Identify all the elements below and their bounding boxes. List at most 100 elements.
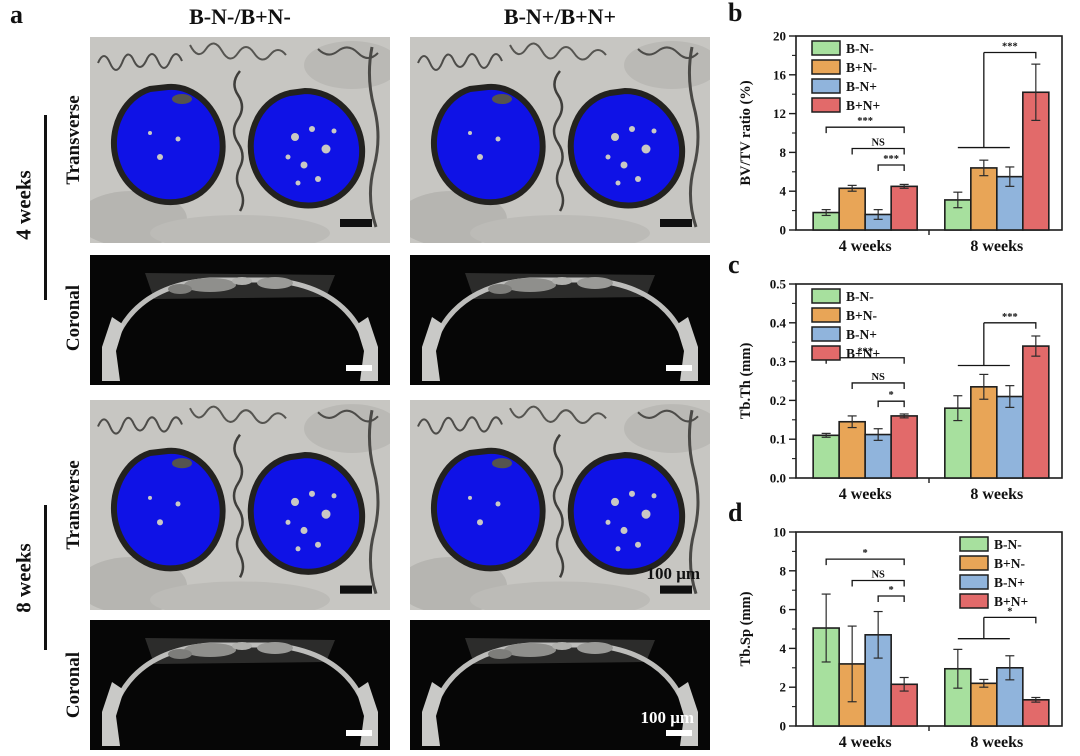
- panel-b-label: b: [728, 0, 743, 27]
- bar-B+N-: [970, 682, 998, 727]
- y-tick-label: 8: [780, 563, 787, 578]
- chart-bvtv-ratio: 0 4 8 12 16 20 BV/TV ratio (%) 4 weeks 8 weeks **…: [722, 24, 1078, 260]
- legend-swatch-B-N+: [811, 326, 841, 342]
- y-tick-label: 0.0: [770, 471, 786, 486]
- legend-swatch-B+N-: [811, 59, 841, 75]
- scale-bar-label-coronal: 100 μm: [640, 708, 694, 727]
- legend-swatch-B-N-: [959, 536, 989, 552]
- sig-label: NS: [871, 570, 885, 581]
- x-category-label: 4 weeks: [839, 238, 892, 255]
- bar-B+N-: [838, 187, 866, 231]
- bar-B+N+: [890, 683, 918, 727]
- y-tick-label: 0: [780, 223, 787, 238]
- legend-label-B-N+: B-N+: [846, 79, 877, 94]
- y-tick-label: 10: [773, 525, 786, 540]
- bar-B+N-: [838, 420, 866, 479]
- legend-swatch-B-N-: [811, 40, 841, 56]
- legend-label-B+N-: B+N-: [994, 556, 1025, 571]
- chart-bvtv-ratio-svg: 0 4 8 12 16 20 BV/TV ratio (%) 4 weeks 8 weeks **…: [738, 29, 1063, 255]
- sig-bracket: [825, 558, 905, 566]
- bar-B+N+: [1022, 345, 1050, 479]
- panel-a-label: a: [10, 0, 23, 29]
- legend-swatch-B-N+: [811, 78, 841, 94]
- y-tick-label: 0.3: [770, 354, 787, 369]
- y-tick-label: 4: [780, 641, 787, 656]
- y-axis-title: Tb.Th (mm): [738, 343, 754, 420]
- sig-label: ***: [857, 116, 873, 127]
- y-tick-label: 20: [773, 29, 786, 44]
- chart-tbsp: 0 2 4 6 8 10 Tb.Sp (mm) 4 weeks 8 weeks * NS * * B-N-…: [722, 520, 1078, 756]
- bar-B-N+: [996, 395, 1024, 479]
- bar-B-N+: [864, 634, 892, 727]
- sig-label: *: [863, 548, 868, 559]
- chart-tbth-svg: 0.0 0.1 0.2 0.3 0.4 0.5 Tb.Th (mm) 4 weeks 8 wee…: [738, 277, 1063, 503]
- y-tick-label: 0.2: [770, 393, 786, 408]
- legend-label-B+N+: B+N+: [994, 594, 1028, 609]
- y-tick-label: 0.1: [770, 432, 786, 447]
- column-header-left: B-N-/B+N-: [189, 4, 291, 29]
- microct-transverse-8w-right-image: 100 μm: [410, 400, 710, 610]
- y-tick-label: 16: [773, 67, 787, 82]
- legend-label-B-N-: B-N-: [994, 537, 1022, 552]
- legend-label-B+N-: B+N-: [846, 60, 877, 75]
- sig-top-bracket: [983, 616, 1037, 624]
- sig-bracket: [877, 400, 905, 408]
- legend-label-B-N-: B-N-: [846, 289, 874, 304]
- sig-bracket: [851, 382, 905, 389]
- sig-top-bracket: [983, 322, 1037, 329]
- time-label-4-weeks: 4 weeks: [11, 170, 36, 240]
- sig-bracket: [877, 164, 905, 172]
- sig-label: ***: [883, 154, 899, 165]
- sig-label: *: [1007, 606, 1012, 617]
- y-tick-label: 2: [780, 680, 787, 695]
- sig-bracket: [851, 579, 905, 587]
- legend-swatch-B+N-: [811, 307, 841, 323]
- bar-B+N-: [970, 386, 998, 479]
- legend-swatch-B-N+: [959, 574, 989, 590]
- y-tick-label: 12: [773, 106, 786, 121]
- y-tick-label: 4: [780, 184, 787, 199]
- row-label-coronal-4w: Coronal: [63, 284, 84, 352]
- bar-B+N+: [1022, 699, 1050, 727]
- bar-B+N+: [890, 185, 918, 231]
- y-tick-label: 6: [780, 602, 787, 617]
- x-category-label: 8 weeks: [970, 734, 1023, 751]
- legend-label-B-N+: B-N+: [994, 575, 1025, 590]
- x-category-label: 8 weeks: [970, 238, 1023, 255]
- time-bracket-line-8-weeks: [44, 505, 47, 650]
- sig-label: ***: [857, 347, 873, 358]
- microct-transverse-4w-left-image: [90, 37, 390, 243]
- legend-label-B+N+: B+N+: [846, 346, 880, 361]
- panel-c-label: c: [728, 250, 740, 279]
- sig-label: ***: [1002, 41, 1018, 52]
- sig-label: *: [889, 585, 894, 596]
- chart-tbth: 0.0 0.1 0.2 0.3 0.4 0.5 Tb.Th (mm) 4 weeks 8 wee…: [722, 272, 1078, 508]
- column-header-right: B-N+/B+N+: [503, 4, 617, 29]
- microct-transverse-4w-right-image: [410, 37, 710, 243]
- y-tick-label: 8: [780, 145, 787, 160]
- legend-swatch-B+N+: [959, 593, 989, 609]
- sig-label: ***: [1002, 312, 1018, 323]
- y-axis-title: Tb.Sp (mm): [738, 591, 754, 666]
- panel-d-label: d: [728, 498, 743, 527]
- legend-swatch-B-N-: [811, 288, 841, 304]
- sig-bracket: [825, 126, 905, 134]
- sig-label: *: [889, 390, 894, 401]
- legend-swatch-B+N+: [811, 345, 841, 361]
- row-label-coronal-8w: Coronal: [63, 651, 84, 719]
- row-label-transverse-4w: Transverse: [63, 95, 84, 185]
- y-axis-title: BV/TV ratio (%): [738, 80, 754, 185]
- legend-label-B-N-: B-N-: [846, 41, 874, 56]
- bar-B-N+: [864, 433, 892, 479]
- legend-swatch-B+N-: [959, 555, 989, 571]
- x-category-label: 8 weeks: [970, 486, 1023, 503]
- sig-label: NS: [871, 372, 885, 383]
- sig-bracket: [877, 595, 905, 603]
- sig-label: NS: [871, 138, 885, 149]
- bar-B+N-: [970, 167, 998, 231]
- y-tick-label: 0.5: [770, 277, 787, 292]
- legend-label-B-N+: B-N+: [846, 327, 877, 342]
- microct-coronal-8w-right-image: 100 μm: [410, 620, 710, 750]
